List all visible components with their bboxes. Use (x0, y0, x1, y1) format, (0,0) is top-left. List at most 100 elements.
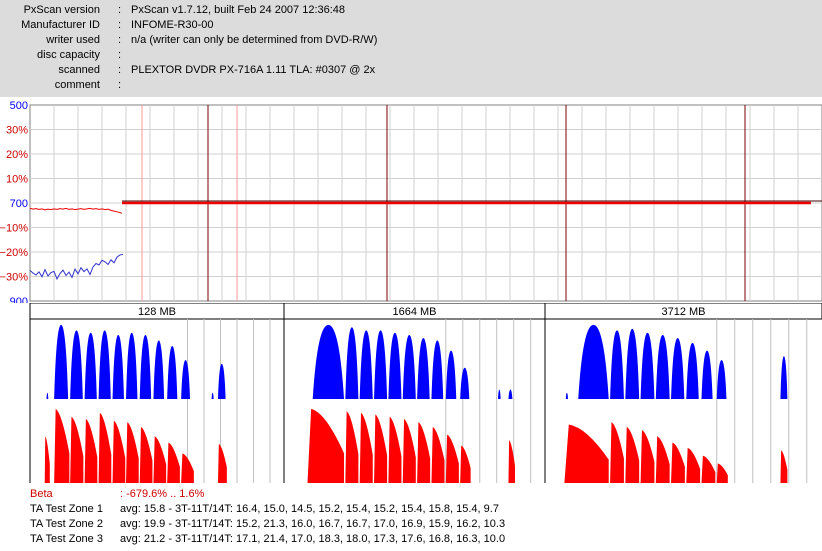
lower-histogram-peak (701, 455, 716, 483)
lower-histogram-peak (625, 426, 640, 483)
y-tick-label: −30% (0, 272, 28, 284)
info-label: disc capacity (37, 49, 100, 61)
upper-histogram-peak (139, 335, 152, 399)
beta-label: Beta (30, 488, 53, 500)
info-separator: : (118, 19, 122, 31)
beta-value: : -679.6% .. 1.6% (120, 488, 205, 500)
lower-histogram-peak (54, 408, 70, 483)
lower-histogram-peak (153, 436, 167, 483)
results-footer: Beta : -679.6% .. 1.6% TA Test Zone 1 av… (0, 487, 822, 551)
lower-histogram-peak (417, 422, 431, 483)
lower-histogram-peak (359, 412, 373, 483)
upper-histogram-peak (431, 340, 444, 399)
upper-histogram-peak (312, 324, 345, 399)
lower-histogram-peak (460, 445, 471, 483)
upper-histogram-peak (701, 350, 713, 399)
upper-histogram-peak (70, 330, 83, 399)
upper-histogram-peak (84, 332, 97, 399)
lower-histogram-peak (44, 436, 50, 483)
info-value: n/a (writer can only be determined from … (131, 34, 378, 46)
zone-header-label: 1664 MB (392, 306, 436, 318)
lower-histogram-peak (112, 420, 126, 483)
lower-histogram-peak (217, 444, 227, 483)
upper-histogram-peak (716, 360, 727, 399)
zone-header-box (544, 303, 822, 320)
upper-histogram-peak (640, 332, 655, 399)
zone-header-label: 3712 MB (661, 306, 705, 318)
lower-histogram-peak (671, 442, 685, 483)
lower-histogram-peak (374, 414, 388, 483)
y-tick-label: −20% (0, 247, 28, 259)
lower-histogram-peak (780, 450, 788, 483)
y-tick-label: 500 (10, 100, 28, 112)
upper-histogram-peak (508, 389, 513, 399)
ta-zone-value: avg: 21.2 - 3T-11T/14T: 17.1, 21.4, 17.0… (120, 533, 506, 545)
upper-histogram-peak (153, 340, 165, 399)
upper-histogram-peak (445, 350, 457, 399)
lower-histogram-peak (98, 412, 112, 483)
upper-histogram-peak (359, 330, 373, 399)
lower-histogram-peak (716, 463, 728, 483)
scan-info-header: PxScan version : PxScan v1.7.12, built F… (0, 0, 822, 97)
upper-histogram-peak (610, 330, 624, 399)
beta-deviation-chart: 500 30% 20% 10% 700 −10% −20% −30% 900 (0, 100, 822, 303)
upper-histogram-peak (112, 335, 124, 399)
info-label: comment (54, 79, 100, 91)
upper-histogram-peak (655, 335, 670, 399)
ta-zone-value: avg: 15.8 - 3T-11T/14T: 16.4, 15.0, 14.5… (120, 503, 499, 515)
upper-histogram-peak (388, 332, 402, 399)
lower-histogram-peak (84, 419, 98, 483)
upper-histogram-peak (181, 360, 191, 399)
lower-histogram-peak (564, 424, 609, 483)
upper-histogram-peak (578, 324, 609, 399)
lower-histogram-peak (167, 442, 180, 483)
upper-histogram-peak (460, 367, 470, 399)
upper-histogram-peak (126, 332, 138, 399)
info-separator: : (118, 49, 122, 61)
ta-zone-value: avg: 19.9 - 3T-11T/14T: 15.2, 21.3, 16.0… (120, 518, 506, 530)
upper-histogram-peak (345, 327, 359, 399)
ta-zone-label: TA Test Zone 2 (30, 518, 103, 530)
lower-histogram-peak (70, 416, 84, 483)
upper-histogram-peak (671, 338, 685, 399)
lower-histogram-peak (345, 411, 359, 483)
upper-histogram-peak (498, 389, 501, 399)
info-separator: : (118, 34, 122, 46)
lower-histogram-peak (126, 422, 139, 483)
info-value: INFOME-R30-00 (131, 19, 214, 31)
info-label: PxScan version (23, 4, 100, 16)
lower-histogram-peak (181, 453, 194, 483)
upper-histogram-peak (217, 363, 226, 399)
info-separator: : (118, 79, 122, 91)
upper-histogram-peak (565, 392, 568, 399)
upper-histogram-peak (374, 330, 388, 399)
upper-histogram-peak (780, 356, 788, 399)
info-label: writer used (46, 34, 100, 46)
lower-histogram-peak (686, 447, 701, 483)
upper-histogram-peak (167, 345, 178, 399)
lower-histogram-peak (655, 436, 670, 483)
info-value: PLEXTOR DVDR PX-716A 1.11 TLA: #0307 @ 2… (131, 64, 376, 76)
lower-histogram-peak (307, 408, 345, 483)
upper-histogram-peak (402, 335, 416, 399)
info-value: PxScan v1.7.12, built Feb 24 2007 12:36:… (131, 4, 346, 16)
y-tick-label: 900 (10, 296, 28, 303)
upper-histogram-peak (54, 324, 69, 399)
lower-histogram-peak (610, 422, 624, 483)
upper-histogram-peak (211, 392, 214, 399)
lower-histogram-peak (640, 429, 655, 483)
y-tick-label: −10% (0, 223, 28, 235)
info-separator: : (118, 64, 122, 76)
info-separator: : (118, 4, 122, 16)
y-tick-label: 30% (6, 125, 28, 137)
lower-histogram-peak (139, 426, 153, 483)
lower-histogram-peak (431, 426, 445, 483)
info-label: scanned (58, 64, 100, 76)
y-tick-label: 10% (6, 174, 28, 186)
ta-zone-label: TA Test Zone 3 (30, 533, 103, 545)
upper-histogram-peak (625, 328, 640, 399)
y-tick-label: 700 (10, 198, 28, 210)
series-line (29, 207, 123, 214)
upper-histogram-peak (98, 330, 111, 399)
upper-histogram-peak (686, 342, 699, 399)
